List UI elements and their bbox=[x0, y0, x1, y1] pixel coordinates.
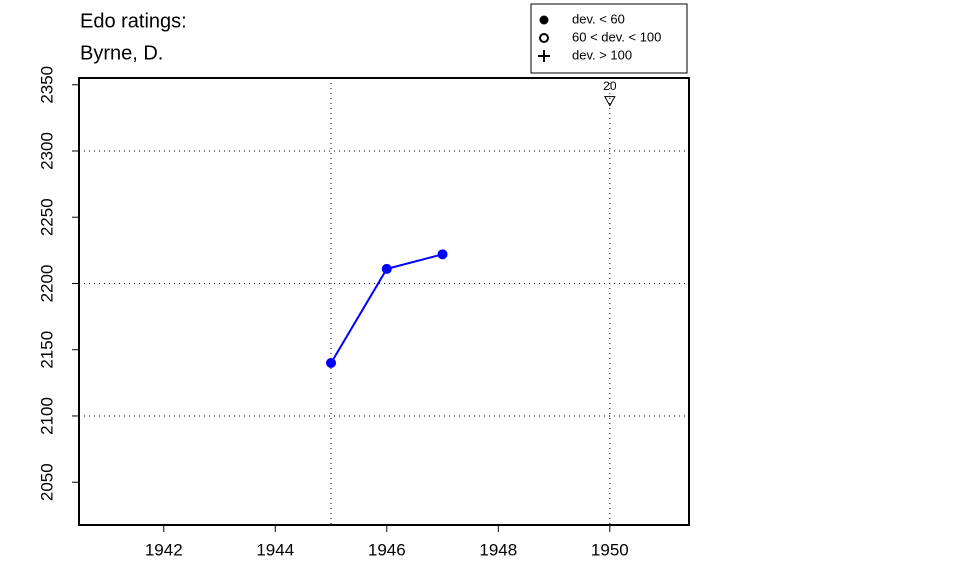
data-point bbox=[437, 249, 448, 260]
data-point bbox=[326, 357, 337, 368]
chart-title: Byrne, D. bbox=[80, 42, 163, 64]
plot-frame bbox=[78, 77, 690, 526]
legend-symbol bbox=[539, 15, 549, 25]
x-tick-label: 1950 bbox=[591, 540, 629, 559]
y-tick-label: 2150 bbox=[37, 331, 56, 369]
x-tick-label: 1944 bbox=[256, 540, 294, 559]
chart-title: Edo ratings: bbox=[80, 10, 187, 32]
legend-box bbox=[530, 3, 688, 74]
y-tick-label: 2200 bbox=[37, 265, 56, 303]
annotation-label: 20 bbox=[603, 79, 617, 93]
legend-symbol bbox=[539, 33, 549, 43]
x-tick-label: 1942 bbox=[145, 540, 183, 559]
data-point bbox=[381, 263, 392, 274]
legend-label: dev. < 60 bbox=[572, 11, 625, 26]
y-tick-label: 2250 bbox=[37, 198, 56, 236]
legend-label: dev. > 100 bbox=[572, 47, 632, 62]
y-tick-label: 2050 bbox=[37, 463, 56, 501]
x-tick-label: 1948 bbox=[479, 540, 517, 559]
x-tick-label: 1946 bbox=[368, 540, 406, 559]
annotation-marker bbox=[603, 96, 616, 107]
y-tick-label: 2350 bbox=[37, 66, 56, 104]
y-tick-label: 2300 bbox=[37, 132, 56, 170]
y-tick-label: 2100 bbox=[37, 397, 56, 435]
legend-label: 60 < dev. < 100 bbox=[572, 29, 661, 44]
legend-symbol bbox=[538, 50, 550, 62]
